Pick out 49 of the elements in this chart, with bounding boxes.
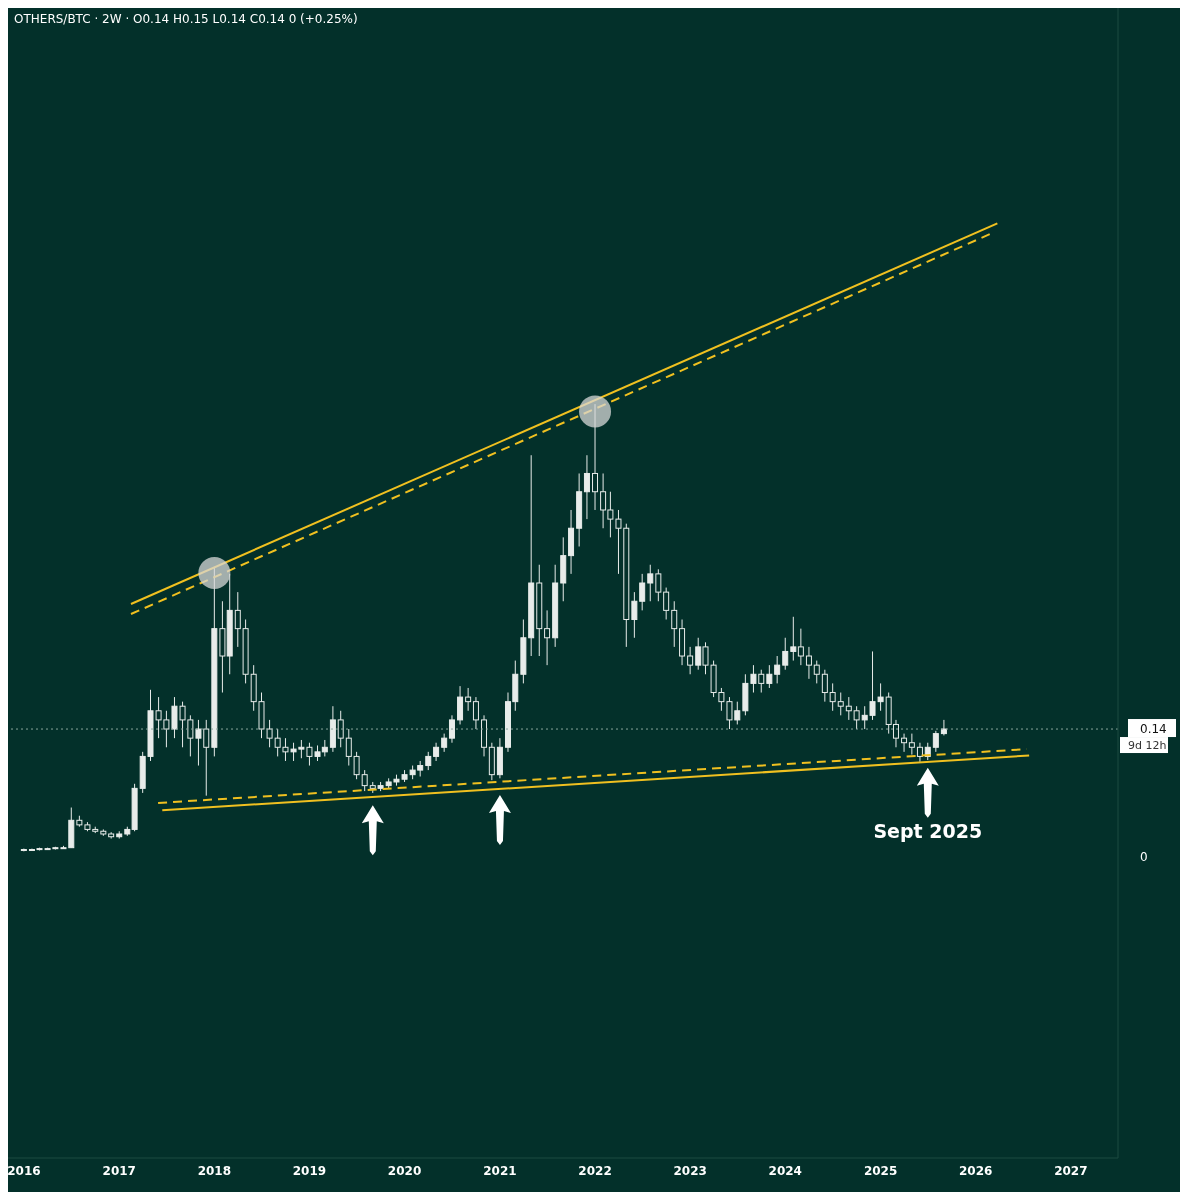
y-tick-label: 0 [1140,849,1148,864]
candlestick [782,637,789,671]
candlestick [465,687,472,712]
candlestick [790,616,797,662]
candlestick [583,454,590,520]
candlestick [901,733,908,753]
candlestick [433,742,440,762]
candlestick [671,600,678,648]
candlestick [337,710,344,748]
candlestick [766,664,773,689]
candlestick [916,742,923,763]
x-tick-label: 2026 [959,1163,993,1178]
candlestick [932,730,939,753]
x-tick-label: 2016 [7,1163,41,1178]
x-tick-label: 2027 [1054,1163,1088,1178]
candlestick [908,733,915,756]
x-tick-label: 2021 [483,1163,517,1178]
candlestick [821,669,828,703]
candlestick [774,655,781,684]
candlestick [472,696,479,730]
candlestick [647,564,654,602]
x-tick-label: 2022 [578,1163,612,1178]
candlestick [544,609,551,666]
x-tick-label: 2024 [768,1163,802,1178]
candlestick [441,733,448,753]
candlestick [813,660,820,684]
candlestick [829,682,836,712]
candlestick [266,719,273,748]
x-tick-label: 2017 [102,1163,136,1178]
x-tick-label: 2020 [387,1163,422,1178]
candlestick [837,692,844,716]
candlestick [457,685,464,725]
candlestick [448,714,455,744]
candlestick [425,751,432,771]
candlestick [797,628,804,666]
x-tick-label: 2018 [197,1163,232,1178]
candlestick [940,719,947,736]
annotation: Sept 2025 [873,820,983,842]
x-tick-label: 2023 [673,1163,707,1178]
x-tick-label: 2019 [292,1163,327,1178]
y-tick-label: 0.14 [1140,722,1167,737]
candlestick [805,646,812,680]
chart-title: OTHERS/BTC · 2W · O0.14 H0.15 L0.14 C0.14 0 (+0.25%) [14,12,358,26]
candlestick [687,646,694,675]
candlestick [361,769,368,792]
x-tick-label: 2025 [863,1163,898,1178]
ref-line-label: 9d 12h [1128,739,1167,753]
candlestick [663,587,670,621]
candlestick [655,568,662,602]
